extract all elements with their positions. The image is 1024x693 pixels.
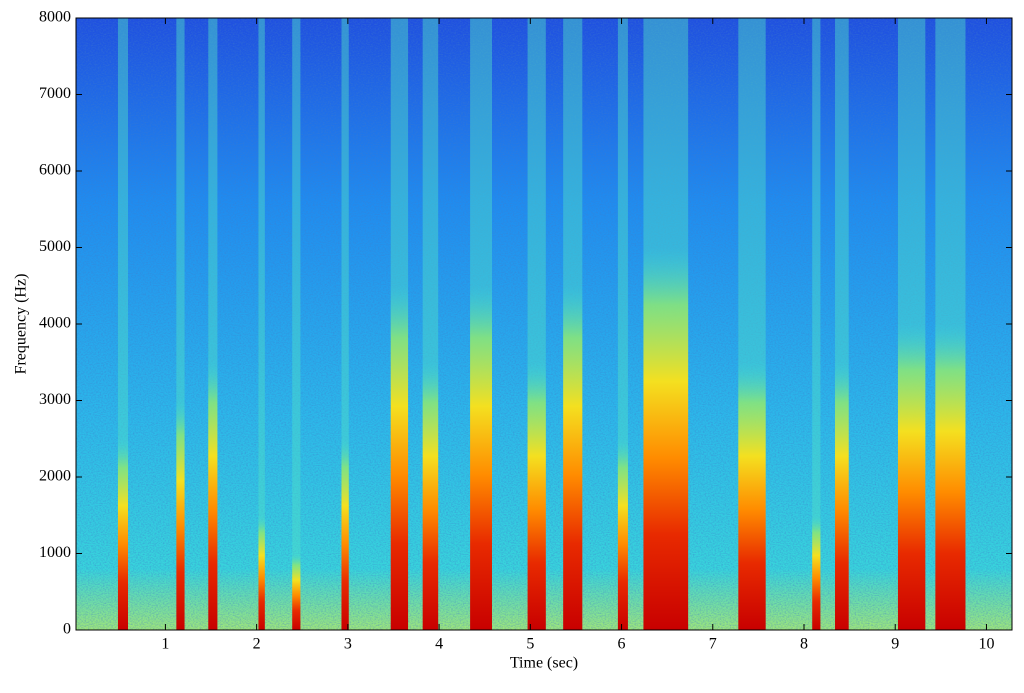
energy-burst xyxy=(292,553,301,630)
energy-burst xyxy=(527,362,546,630)
x-tick-label: 6 xyxy=(618,636,626,653)
energy-burst xyxy=(563,285,583,630)
energy-stripe xyxy=(176,18,185,630)
energy-stripe xyxy=(208,18,218,630)
energy-burst xyxy=(258,515,265,630)
y-tick-label: 0 xyxy=(63,621,71,638)
y-tick-label: 2000 xyxy=(39,468,71,485)
x-tick-label: 3 xyxy=(344,636,352,653)
energy-burst xyxy=(897,324,926,630)
energy-burst xyxy=(643,247,689,630)
y-axis-label: Frequency (Hz) xyxy=(13,274,30,375)
y-tick-label: 5000 xyxy=(39,238,71,255)
energy-burst xyxy=(835,362,849,630)
y-tick-label: 1000 xyxy=(39,544,71,561)
energy-burst xyxy=(935,324,966,630)
plot-area xyxy=(76,18,1012,630)
x-tick-label: 2 xyxy=(253,636,261,653)
y-tick-label: 3000 xyxy=(39,391,71,408)
energy-stripe xyxy=(258,18,265,630)
energy-stripe xyxy=(292,18,301,630)
energy-burst xyxy=(390,285,409,630)
x-tick-label: 7 xyxy=(709,636,717,653)
x-tick-label: 10 xyxy=(978,636,994,653)
energy-burst xyxy=(341,438,349,630)
energy-burst xyxy=(422,362,439,630)
energy-burst xyxy=(617,438,628,630)
energy-burst xyxy=(117,438,128,630)
energy-stripe xyxy=(617,18,628,630)
y-tick-label: 4000 xyxy=(39,315,71,332)
x-tick-label: 8 xyxy=(800,636,808,653)
y-tick-label: 6000 xyxy=(39,162,71,179)
x-tick-label: 5 xyxy=(526,636,534,653)
energy-stripe xyxy=(812,18,821,630)
x-axis-label: Time (sec) xyxy=(510,655,578,672)
x-tick-label: 9 xyxy=(891,636,899,653)
energy-stripe xyxy=(341,18,349,630)
energy-burst xyxy=(738,362,766,630)
x-tick-label: 4 xyxy=(435,636,443,653)
x-tick-label: 1 xyxy=(161,636,169,653)
energy-burst xyxy=(470,285,492,630)
energy-stripe xyxy=(117,18,128,630)
y-tick-label: 8000 xyxy=(39,9,71,26)
y-tick-label: 7000 xyxy=(39,85,71,102)
energy-burst xyxy=(176,400,185,630)
energy-burst xyxy=(208,362,218,630)
energy-burst xyxy=(812,515,821,630)
